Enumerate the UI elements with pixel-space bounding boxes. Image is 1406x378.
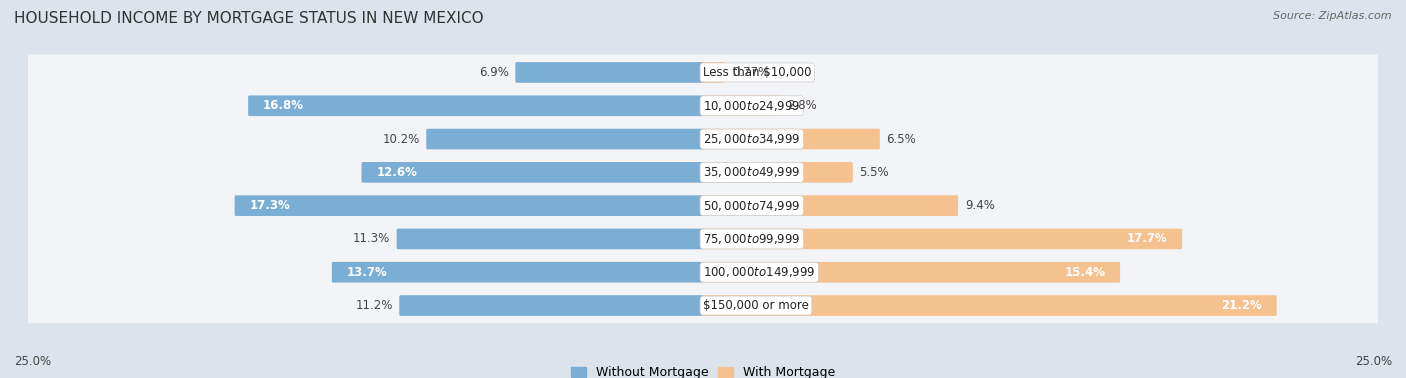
FancyBboxPatch shape xyxy=(361,162,704,183)
Text: 11.2%: 11.2% xyxy=(356,299,392,312)
Text: Source: ZipAtlas.com: Source: ZipAtlas.com xyxy=(1274,11,1392,21)
FancyBboxPatch shape xyxy=(702,62,725,83)
FancyBboxPatch shape xyxy=(702,229,1182,249)
FancyBboxPatch shape xyxy=(15,155,1391,190)
Text: 17.3%: 17.3% xyxy=(249,199,290,212)
Text: 16.8%: 16.8% xyxy=(263,99,304,112)
FancyBboxPatch shape xyxy=(426,129,704,149)
FancyBboxPatch shape xyxy=(702,195,957,216)
FancyBboxPatch shape xyxy=(15,55,1391,90)
Text: 0.77%: 0.77% xyxy=(733,66,769,79)
Text: 2.8%: 2.8% xyxy=(787,99,817,112)
Legend: Without Mortgage, With Mortgage: Without Mortgage, With Mortgage xyxy=(565,361,841,378)
FancyBboxPatch shape xyxy=(702,162,853,183)
Text: $100,000 to $149,999: $100,000 to $149,999 xyxy=(703,265,815,279)
FancyBboxPatch shape xyxy=(332,262,704,283)
Text: $35,000 to $49,999: $35,000 to $49,999 xyxy=(703,165,800,179)
Text: Less than $10,000: Less than $10,000 xyxy=(703,66,811,79)
Text: 25.0%: 25.0% xyxy=(14,355,51,368)
Text: 17.7%: 17.7% xyxy=(1126,232,1167,245)
Text: 11.3%: 11.3% xyxy=(353,232,389,245)
Text: 12.6%: 12.6% xyxy=(377,166,418,179)
Text: 21.2%: 21.2% xyxy=(1220,299,1261,312)
FancyBboxPatch shape xyxy=(15,288,1391,323)
Text: $150,000 or more: $150,000 or more xyxy=(703,299,808,312)
FancyBboxPatch shape xyxy=(247,95,704,116)
FancyBboxPatch shape xyxy=(15,221,1391,257)
Text: 25.0%: 25.0% xyxy=(1355,355,1392,368)
FancyBboxPatch shape xyxy=(396,229,704,249)
Text: 9.4%: 9.4% xyxy=(965,199,994,212)
Text: $75,000 to $99,999: $75,000 to $99,999 xyxy=(703,232,800,246)
FancyBboxPatch shape xyxy=(399,295,704,316)
Text: $10,000 to $24,999: $10,000 to $24,999 xyxy=(703,99,800,113)
Text: 6.5%: 6.5% xyxy=(887,133,917,146)
FancyBboxPatch shape xyxy=(702,95,780,116)
FancyBboxPatch shape xyxy=(516,62,704,83)
Text: 13.7%: 13.7% xyxy=(347,266,388,279)
FancyBboxPatch shape xyxy=(702,129,880,149)
FancyBboxPatch shape xyxy=(15,121,1391,157)
Text: $50,000 to $74,999: $50,000 to $74,999 xyxy=(703,199,800,213)
FancyBboxPatch shape xyxy=(235,195,704,216)
Text: $25,000 to $34,999: $25,000 to $34,999 xyxy=(703,132,800,146)
FancyBboxPatch shape xyxy=(702,262,1121,283)
Text: 6.9%: 6.9% xyxy=(479,66,509,79)
FancyBboxPatch shape xyxy=(702,295,1277,316)
Text: 15.4%: 15.4% xyxy=(1064,266,1105,279)
FancyBboxPatch shape xyxy=(15,88,1391,124)
FancyBboxPatch shape xyxy=(15,188,1391,223)
Text: 10.2%: 10.2% xyxy=(382,133,419,146)
FancyBboxPatch shape xyxy=(15,254,1391,290)
Text: HOUSEHOLD INCOME BY MORTGAGE STATUS IN NEW MEXICO: HOUSEHOLD INCOME BY MORTGAGE STATUS IN N… xyxy=(14,11,484,26)
Text: 5.5%: 5.5% xyxy=(859,166,889,179)
